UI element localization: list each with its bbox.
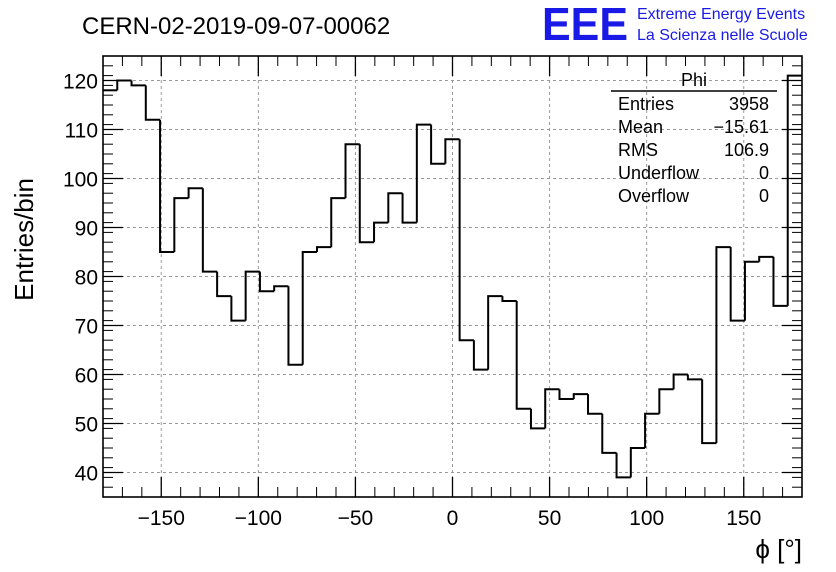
x-tick-label: −50: [338, 507, 374, 530]
logo-line-2: La Scienza nelle Scuole: [637, 27, 808, 44]
histogram-bin: [686, 374, 703, 381]
histogram-bin: [629, 447, 646, 478]
x-tick-label: −150: [138, 507, 185, 530]
x-tick-label: 150: [726, 507, 761, 530]
histogram-bin: [472, 340, 489, 371]
histogram-bin: [415, 123, 432, 223]
histogram-bin: [644, 412, 660, 448]
histogram-bin: [601, 413, 617, 454]
y-tick-label: 90: [75, 218, 98, 241]
histogram-bin: [373, 221, 389, 243]
histogram-bin: [444, 138, 460, 164]
histogram-bin: [430, 124, 446, 165]
histogram-bin: [315, 246, 332, 252]
histogram-bin: [216, 271, 232, 298]
stats-box: Phi Entries 3958 Mean −15.61 RMS 106.9 U…: [611, 70, 777, 206]
histogram-bin: [458, 139, 474, 342]
histogram-bin: [615, 452, 631, 479]
histogram-bin: [301, 251, 317, 365]
histogram-bin: [358, 144, 375, 244]
histogram-bin: [230, 296, 246, 322]
histogram-bin: [701, 379, 717, 445]
stats-value-entries: 3958: [729, 94, 769, 114]
histogram-bin: [273, 285, 289, 292]
histogram-bin: [187, 187, 203, 199]
histogram-bin: [116, 79, 132, 91]
stats-label-mean: Mean: [618, 117, 663, 137]
histogram-bin: [487, 295, 503, 370]
histogram-bin: [344, 143, 360, 199]
stats-value-overflow: 0: [759, 186, 769, 206]
y-tick-label: 110: [65, 120, 98, 143]
histogram-bin: [758, 255, 774, 262]
y-tick-label: 40: [75, 463, 98, 486]
stats-label-rms: RMS: [618, 140, 658, 160]
x-axis-title: ϕ [°]: [755, 534, 802, 564]
histogram-bin: [244, 270, 260, 321]
stats-value-rms: 106.9: [724, 140, 769, 160]
histogram-bin: [130, 80, 146, 87]
plot-frame: [102, 55, 803, 498]
y-tick-label: 70: [75, 316, 98, 339]
logo-line-1: Extreme Energy Events: [637, 6, 805, 23]
tick-labels: 40 50 60 70 80 90 100 110 120 −150 −100 −50 0 50 100 15…: [63, 71, 761, 531]
x-tick-label: 0: [447, 507, 459, 530]
axis-ticks: [103, 55, 802, 498]
histogram-bin: [287, 286, 303, 366]
histogram-bin: [672, 373, 688, 390]
histogram-bin: [159, 119, 175, 253]
histogram-bin: [729, 247, 745, 322]
stats-value-underflow: 0: [759, 163, 769, 183]
histogram-bin: [173, 197, 189, 252]
histogram-bin: [515, 301, 531, 410]
histogram-bin: [529, 408, 546, 430]
histogram-bin: [387, 192, 403, 223]
histogram-bin: [558, 389, 574, 400]
eee-logo: EEE: [542, 0, 628, 50]
histogram-bin: [772, 256, 788, 307]
y-tick-label: 50: [75, 414, 98, 437]
y-tick-label: 120: [63, 71, 98, 94]
stats-label-underflow: Underflow: [618, 163, 700, 183]
x-tick-label: −100: [235, 507, 282, 530]
y-tick-label: 60: [75, 365, 98, 388]
histogram-series: [103, 74, 802, 479]
histogram-bin: [572, 393, 589, 399]
histogram-bin: [743, 260, 760, 321]
histogram-bin: [258, 271, 275, 293]
histogram-bin: [544, 388, 560, 429]
stats-value-mean: −15.61: [713, 117, 769, 137]
stats-box-name: Phi: [681, 70, 707, 90]
histogram-bin: [330, 197, 346, 248]
stats-label-overflow: Overflow: [618, 186, 690, 206]
x-tick-label: 100: [629, 507, 664, 530]
y-axis-title: Entries/bin: [9, 178, 39, 301]
y-tick-label: 100: [63, 169, 98, 192]
histogram-bin: [144, 85, 161, 121]
histogram-bin: [715, 246, 731, 444]
y-tick-label: 80: [75, 267, 98, 290]
chart-title: CERN-02-2019-09-07-00062: [82, 13, 390, 40]
grid-lines: [103, 56, 802, 497]
histogram-bin: [401, 193, 417, 224]
histogram-bin: [587, 394, 603, 415]
histogram-bin: [201, 188, 218, 273]
histogram-bin: [501, 296, 517, 302]
stats-label-entries: Entries: [618, 94, 674, 114]
histogram-bin: [658, 388, 674, 414]
x-tick-label: 50: [538, 507, 561, 530]
